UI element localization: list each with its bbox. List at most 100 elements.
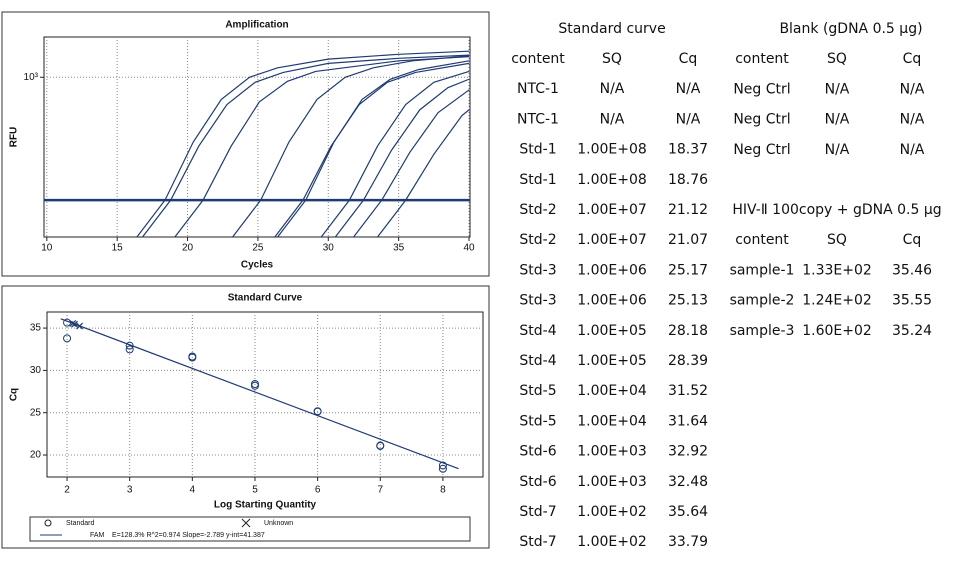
table-cell: 25.13: [668, 293, 708, 309]
table-cell: 35.64: [668, 504, 708, 520]
x-axis-label: Log Starting Quantity: [214, 500, 317, 511]
table-cell: 35.55: [892, 293, 932, 309]
table-cell: Std-7: [519, 504, 556, 520]
point: [188, 352, 197, 361]
table-cell: 1.00E+04: [577, 383, 647, 399]
table-cell: sample-3: [730, 323, 795, 339]
amplification-curve: [141, 54, 470, 237]
y-tick-label: 10³: [24, 72, 39, 83]
table-cell: NTC-1: [517, 81, 559, 97]
point: [125, 345, 134, 354]
table-cell: Std-2: [519, 202, 556, 218]
y-tick-label: 20: [30, 450, 42, 461]
table-cell: Std-4: [519, 353, 556, 369]
table-cell: sample-2: [730, 293, 795, 309]
y-axis-label: Cq: [9, 388, 20, 401]
point: [63, 334, 72, 343]
legend-label: FAM: [90, 532, 105, 539]
plot-area: [46, 311, 484, 478]
column-header: SQ: [827, 232, 847, 248]
table-cell: 1.00E+05: [577, 353, 647, 369]
plot-area: [43, 36, 471, 238]
x-tick-label: 6: [315, 485, 321, 496]
x-tick-label: 35: [393, 243, 405, 254]
table-cell: 1.60E+02: [802, 323, 872, 339]
x-tick-label: 25: [252, 243, 264, 254]
table-title: HIV-Ⅱ 100copy + gDNA 0.5 μg: [732, 202, 941, 218]
column-header: SQ: [602, 51, 622, 67]
table-cell: Std-6: [519, 444, 556, 460]
table-cell: 35.24: [892, 323, 932, 339]
table-cell: N/A: [676, 111, 701, 127]
table-cell: 1.00E+07: [577, 202, 647, 218]
table-cell: Neg Ctrl: [733, 112, 790, 128]
table-cell: 31.64: [668, 413, 708, 429]
table-cell: 31.52: [668, 383, 708, 399]
table-cell: N/A: [676, 81, 701, 97]
table-cell: 18.37: [668, 142, 708, 158]
x-tick-label: 7: [377, 485, 383, 496]
table-cell: 1.00E+04: [577, 413, 647, 429]
table-cell: N/A: [900, 81, 925, 97]
column-header: Cq: [903, 232, 922, 248]
y-tick-label: 35: [30, 323, 42, 334]
table-cell: 1.00E+06: [577, 262, 647, 278]
fit-line: [60, 318, 459, 470]
legend-box: [29, 516, 471, 542]
table-cell: N/A: [900, 142, 925, 158]
table-cell: Std-2: [519, 232, 556, 248]
table-cell: Std-4: [519, 323, 556, 339]
table-cell: N/A: [600, 81, 625, 97]
x-tick-label: 30: [323, 243, 335, 254]
table-cell: 28.39: [668, 353, 708, 369]
legend-marker: [241, 518, 251, 528]
table-title: Blank (gDNA 0.5 μg): [779, 21, 922, 37]
table-cell: 32.92: [668, 444, 708, 460]
table-cell: 33.79: [668, 534, 708, 550]
legend-label: Standard: [66, 520, 95, 527]
table-cell: Std-5: [519, 413, 556, 429]
x-tick-label: 8: [440, 485, 446, 496]
table-cell: N/A: [900, 112, 925, 128]
legend-marker: [44, 519, 52, 527]
table-cell: 18.76: [668, 172, 708, 188]
plot-content: [44, 50, 470, 237]
x-tick-label: 2: [64, 485, 70, 496]
table-cell: 21.07: [668, 232, 708, 248]
point: [438, 461, 447, 470]
x-tick-label: 40: [463, 243, 475, 254]
column-header: Cq: [679, 51, 698, 67]
table-cell: 1.00E+08: [577, 172, 647, 188]
amplification-curve: [174, 56, 470, 237]
x-tick-label: 5: [252, 485, 258, 496]
table-cell: 25.17: [668, 262, 708, 278]
amplification-curve: [352, 89, 470, 237]
table-title: Standard curve: [558, 21, 665, 37]
x-axis-label: Cycles: [241, 260, 274, 271]
table-cell: 35.46: [892, 262, 932, 278]
amplification-curve: [276, 60, 470, 237]
table-cell: Std-1: [519, 142, 556, 158]
table-cell: 1.00E+07: [577, 232, 647, 248]
point: [250, 380, 259, 389]
table-cell: Std-3: [519, 262, 556, 278]
amplification-curve: [320, 70, 470, 237]
point: [438, 464, 447, 473]
table-cell: Neg Ctrl: [733, 142, 790, 158]
amplification-curve: [136, 50, 470, 237]
table-cell: 1.00E+02: [577, 504, 647, 520]
x-tick-label: 15: [112, 243, 124, 254]
table-cell: 32.48: [668, 474, 708, 490]
x-tick-label: 10: [41, 243, 53, 254]
table-cell: NTC-1: [517, 111, 559, 127]
table-cell: Std-5: [519, 383, 556, 399]
table-cell: 1.00E+05: [577, 323, 647, 339]
amplification-curve: [231, 55, 470, 237]
table-cell: 1.00E+02: [577, 534, 647, 550]
table-cell: 1.00E+03: [577, 444, 647, 460]
y-tick-label: 25: [30, 407, 42, 418]
x-tick-label: 3: [127, 485, 133, 496]
table-cell: 1.00E+03: [577, 474, 647, 490]
table-cell: Std-3: [519, 293, 556, 309]
